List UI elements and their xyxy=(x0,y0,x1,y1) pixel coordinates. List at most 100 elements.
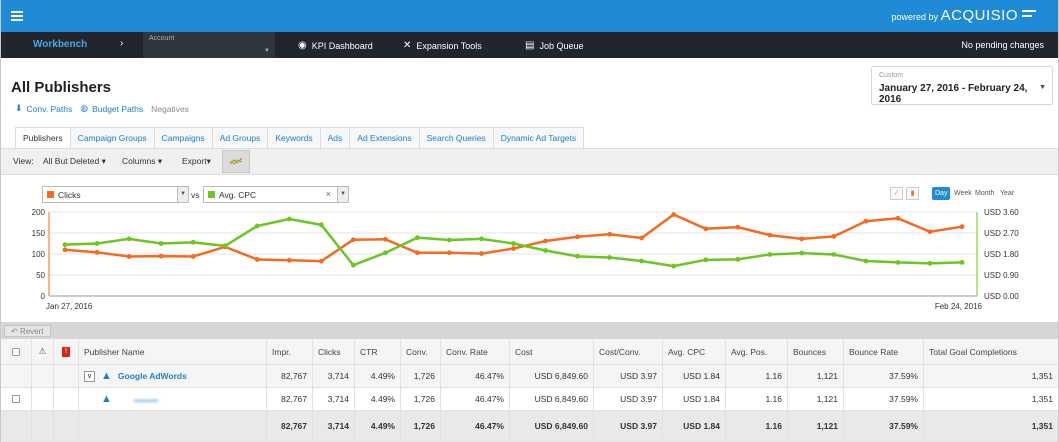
avg-cpc-data-point xyxy=(895,260,901,265)
avg-cpc-cell: USD 1.84 xyxy=(663,365,726,387)
col-ctr[interactable]: CTR xyxy=(355,339,401,364)
col-avg-cpc[interactable]: Avg. CPC xyxy=(663,339,726,364)
metric1-select[interactable]: Clicks ▼ xyxy=(42,186,189,203)
period-day[interactable]: Day xyxy=(932,187,951,200)
row-alert-cell xyxy=(54,388,79,410)
avg-pos-cell: 1.16 xyxy=(726,388,788,410)
total-conv-rate: 46.47% xyxy=(441,411,510,441)
row-select-cell xyxy=(1,388,32,410)
col-conv[interactable]: Conv. xyxy=(401,339,441,364)
avg-cpc-data-point xyxy=(126,236,132,242)
account-name-cell: ▲ ▬▬▬ xyxy=(79,388,267,410)
select-all-checkbox[interactable] xyxy=(12,347,20,356)
avg-pos-cell: 1.16 xyxy=(726,365,788,387)
avg-cpc-data-point xyxy=(447,237,452,243)
collapse-toggle[interactable]: ∨ xyxy=(84,370,95,382)
page-title: All Publishers xyxy=(11,79,112,96)
date-range-picker[interactable]: Custom January 27, 2016 - February 24, 2… xyxy=(871,66,1053,105)
arrow-down-icon: ⬇ xyxy=(15,103,23,113)
clicks-data-point xyxy=(511,246,516,251)
tab-ads[interactable]: Ads xyxy=(319,127,351,148)
table-row[interactable]: ▲ ▬▬▬ 82,767 3,714 4.49% 1,726 46.47% US… xyxy=(1,388,1058,411)
cost-cell: USD 6,849.60 xyxy=(510,365,594,387)
col-bounces[interactable]: Bounces xyxy=(788,339,844,364)
total-avg-pos: 1.16 xyxy=(726,411,788,441)
avg-cpc-data-point xyxy=(543,248,548,253)
ctr-cell: 4.49% xyxy=(355,365,401,387)
clicks-data-point xyxy=(94,249,100,255)
clicks-data-point xyxy=(831,233,837,239)
clicks-data-point xyxy=(447,250,452,256)
right-axis-tick-label: USD 1.80 xyxy=(984,250,1019,259)
col-cost-conv[interactable]: Cost/Conv. xyxy=(594,339,663,364)
publisher-link[interactable]: Google AdWords xyxy=(117,371,187,381)
left-axis-tick-label: 50 xyxy=(36,271,45,280)
budget-paths-link[interactable]: ◍ Budget Paths xyxy=(80,103,143,114)
conv-rate-cell: 46.47% xyxy=(441,388,510,410)
clicks-data-point xyxy=(863,218,869,224)
negatives-link[interactable]: Negatives xyxy=(151,103,189,114)
tab-search-queries[interactable]: Search Queries xyxy=(418,127,494,148)
avg-cpc-data-point xyxy=(959,260,965,265)
col-conv-rate[interactable]: Conv. Rate xyxy=(441,339,510,364)
chart-toggle-button[interactable] xyxy=(222,150,250,173)
table-row[interactable]: ∨ ▲ Google AdWords 82,767 3,714 4.49% 1,… xyxy=(1,365,1058,388)
tools-icon: ✕ xyxy=(403,40,412,51)
menu-icon[interactable] xyxy=(11,11,23,21)
tab-dynamic-ad-targets[interactable]: Dynamic Ad Targets xyxy=(492,127,585,148)
period-week[interactable]: Week xyxy=(954,190,972,197)
nav-workbench[interactable]: Workbench xyxy=(33,39,88,50)
tab-ad-extensions[interactable]: Ad Extensions xyxy=(349,127,420,148)
tab-campaign-groups[interactable]: Campaign Groups xyxy=(69,127,155,148)
caret-down-icon: ▼ xyxy=(337,187,348,202)
caret-down-icon: ▾ xyxy=(206,156,211,166)
account-name-redacted[interactable]: ▬▬▬ xyxy=(133,394,158,404)
col-impr[interactable]: Impr. xyxy=(267,339,313,364)
left-axis-tick-label: 100 xyxy=(32,250,46,259)
tab-publishers[interactable]: Publishers xyxy=(15,127,71,148)
col-clicks[interactable]: Clicks xyxy=(313,339,355,364)
tab-campaigns[interactable]: Campaigns xyxy=(153,127,213,148)
clear-icon[interactable]: × xyxy=(325,189,331,199)
avg-cpc-data-point xyxy=(94,241,100,246)
col-bounce-rate[interactable]: Bounce Rate xyxy=(844,339,924,364)
tab-ad-groups[interactable]: Ad Groups xyxy=(211,127,269,148)
period-year[interactable]: Year xyxy=(1000,190,1015,197)
conv-paths-link[interactable]: ⬇ Conv. Paths xyxy=(15,103,72,114)
avg-cpc-data-point xyxy=(607,255,613,260)
export-dropdown[interactable]: Export▾ xyxy=(182,156,211,167)
x-axis-start-label: Jan 27, 2016 xyxy=(46,302,93,311)
bar-chart-mode-icon[interactable]: ▮ xyxy=(906,187,919,200)
clicks-data-point xyxy=(703,226,709,232)
col-avg-pos[interactable]: Avg. Pos. xyxy=(726,339,788,364)
avg-cpc-data-point xyxy=(190,239,196,245)
account-selector[interactable]: Account ▼ xyxy=(143,32,275,58)
avg-cpc-data-point xyxy=(318,222,324,228)
caret-down-icon: ▼ xyxy=(264,48,270,54)
row-checkbox[interactable] xyxy=(12,395,20,403)
clicks-data-point xyxy=(959,224,965,230)
period-month[interactable]: Month xyxy=(975,190,995,197)
nav-kpi-dashboard-label: KPI Dashboard xyxy=(311,40,373,51)
clicks-data-point xyxy=(479,251,484,256)
clicks-data-point xyxy=(382,236,388,242)
revert-button[interactable]: ↶ Revert xyxy=(4,325,51,337)
col-total-goal-completions[interactable]: Total Goal Completions xyxy=(929,346,1017,357)
col-publisher-name[interactable]: Publisher Name xyxy=(79,339,267,364)
clicks-data-point xyxy=(767,232,773,238)
line-chart-mode-icon[interactable]: ⁄ xyxy=(890,187,903,200)
left-axis-tick-label: 150 xyxy=(32,229,46,238)
view-dropdown[interactable]: All But Deleted ▾ xyxy=(43,156,106,167)
clicks-data-point xyxy=(671,212,677,217)
tab-keywords[interactable]: Keywords xyxy=(267,127,321,148)
row-warning-cell xyxy=(32,388,54,410)
nav-job-queue[interactable]: ▤ Job Queue xyxy=(525,40,584,51)
metric2-select[interactable]: Avg. CPC × ▼ xyxy=(203,186,349,203)
columns-dropdown[interactable]: Columns ▾ xyxy=(122,156,162,167)
col-cost[interactable]: Cost xyxy=(510,339,594,364)
total-avg-cpc: USD 1.84 xyxy=(663,411,726,441)
undo-icon: ↶ xyxy=(11,327,18,336)
metric1-label: Clicks xyxy=(58,190,81,200)
nav-expansion-tools[interactable]: ✕ Expansion Tools xyxy=(403,40,482,51)
nav-kpi-dashboard[interactable]: ◉ KPI Dashboard xyxy=(298,40,373,51)
